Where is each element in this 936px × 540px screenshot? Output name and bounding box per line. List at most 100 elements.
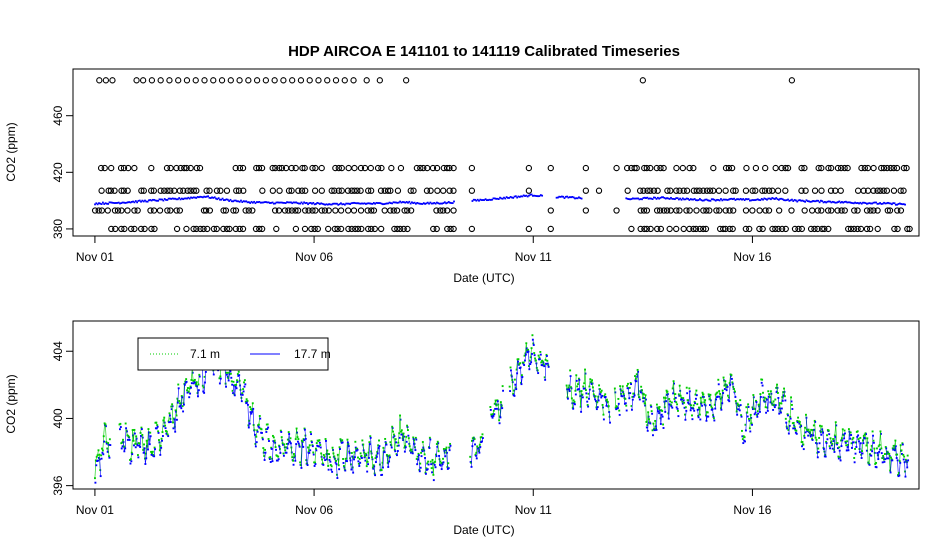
series-7m-segment xyxy=(370,451,373,458)
series-7m-point xyxy=(314,461,316,464)
series-7m-point xyxy=(723,384,726,387)
ambient-point xyxy=(341,203,344,206)
series-17m-point xyxy=(444,455,447,458)
series-7m-point xyxy=(96,454,99,457)
series-17m-point xyxy=(387,466,390,468)
calibration-point xyxy=(759,225,766,233)
series-17m-point xyxy=(664,410,667,413)
ambient-point xyxy=(179,198,182,201)
ambient-point xyxy=(767,197,770,200)
series-17m-point xyxy=(739,404,742,407)
ambient-point xyxy=(859,201,862,204)
series-7m-segment xyxy=(746,404,749,413)
ambient-point xyxy=(255,201,258,203)
calibration-point xyxy=(345,164,352,172)
series-7m-point xyxy=(244,400,247,403)
series-17m-segment xyxy=(438,455,441,465)
series-17m-segment xyxy=(443,450,446,457)
ambient-point xyxy=(123,201,125,204)
calibration-point xyxy=(863,207,871,214)
series-17m-segment xyxy=(877,451,880,460)
calibration-point xyxy=(357,164,365,172)
bottom-x-tick-label: Nov 06 xyxy=(295,503,333,517)
calibration-point xyxy=(722,164,730,172)
ambient-point xyxy=(396,201,399,204)
series-17m-point xyxy=(495,407,498,410)
calibration-point xyxy=(433,164,441,172)
ambient-point xyxy=(530,193,533,196)
calibration-point xyxy=(788,207,795,214)
ambient-point xyxy=(380,202,383,205)
ambient-point xyxy=(756,198,759,201)
series-17m-point xyxy=(490,415,493,418)
series-7m-segment xyxy=(160,438,162,446)
series-7m-point xyxy=(643,402,646,405)
series-17m-point xyxy=(875,466,878,469)
ambient-point xyxy=(866,202,868,205)
ambient-point xyxy=(483,199,486,201)
series-17m-point xyxy=(583,387,586,390)
ambient-point xyxy=(367,202,370,205)
series-17m-point xyxy=(94,481,97,484)
calibration-point xyxy=(894,225,901,233)
series-7m-point xyxy=(328,453,330,456)
series-17m-point xyxy=(723,388,726,390)
series-7m-point xyxy=(761,378,764,381)
series-7m-point xyxy=(369,435,372,438)
calibration-point xyxy=(308,225,315,233)
calibration-point xyxy=(867,207,874,214)
series-17m-point xyxy=(133,432,136,435)
ambient-point xyxy=(696,199,699,202)
series-7m-point xyxy=(828,445,831,448)
bottom-scatter-points xyxy=(94,334,910,484)
ambient-point xyxy=(787,198,789,201)
series-7m-point xyxy=(833,434,836,437)
series-7m-point xyxy=(365,465,368,468)
calibration-point xyxy=(807,225,815,233)
ambient-point xyxy=(336,202,338,205)
series-17m-point xyxy=(829,447,832,450)
series-7m-point xyxy=(585,396,588,399)
calibration-point xyxy=(447,225,454,233)
series-7m-segment xyxy=(382,447,384,463)
series-7m-point xyxy=(172,421,174,424)
ambient-point xyxy=(161,198,163,201)
series-7m-point xyxy=(476,445,479,448)
series-17m-point xyxy=(259,417,262,420)
series-17m-point xyxy=(692,407,695,410)
series-7m-point xyxy=(614,406,617,409)
series-7m-point xyxy=(175,414,178,417)
series-17m-point xyxy=(616,407,619,410)
ambient-point xyxy=(426,201,429,204)
series-17m-point xyxy=(687,402,690,405)
series-7m-point xyxy=(770,402,773,405)
series-7m-point xyxy=(272,436,275,439)
calibration-point xyxy=(433,207,440,214)
ambient-point xyxy=(716,198,718,201)
series-17m-segment xyxy=(721,403,723,410)
series-17m-point xyxy=(573,402,576,405)
series-17m-segment xyxy=(240,394,243,402)
ambient-point xyxy=(562,195,565,198)
ambient-point xyxy=(897,203,900,205)
series-17m-point xyxy=(171,405,174,408)
calibration-point xyxy=(818,225,826,233)
ambient-point xyxy=(668,198,671,200)
ambient-point xyxy=(128,201,131,203)
ambient-point xyxy=(739,197,742,200)
bottom-y-tick-label: 396 xyxy=(51,475,65,495)
series-17m-point xyxy=(313,465,316,467)
series-17m-segment xyxy=(148,432,151,445)
series-7m-point xyxy=(812,429,814,431)
ambient-point xyxy=(726,199,729,201)
ambient-point xyxy=(242,200,245,203)
series-17m-point xyxy=(594,398,597,401)
calibration-point xyxy=(183,225,190,233)
ambient-point xyxy=(830,201,833,204)
series-17m-point xyxy=(430,463,433,466)
series-17m-segment xyxy=(580,394,583,412)
series-7m-segment xyxy=(736,403,738,412)
ambient-point xyxy=(102,201,104,204)
calibration-point xyxy=(332,207,339,214)
series-17m-point xyxy=(264,451,267,454)
